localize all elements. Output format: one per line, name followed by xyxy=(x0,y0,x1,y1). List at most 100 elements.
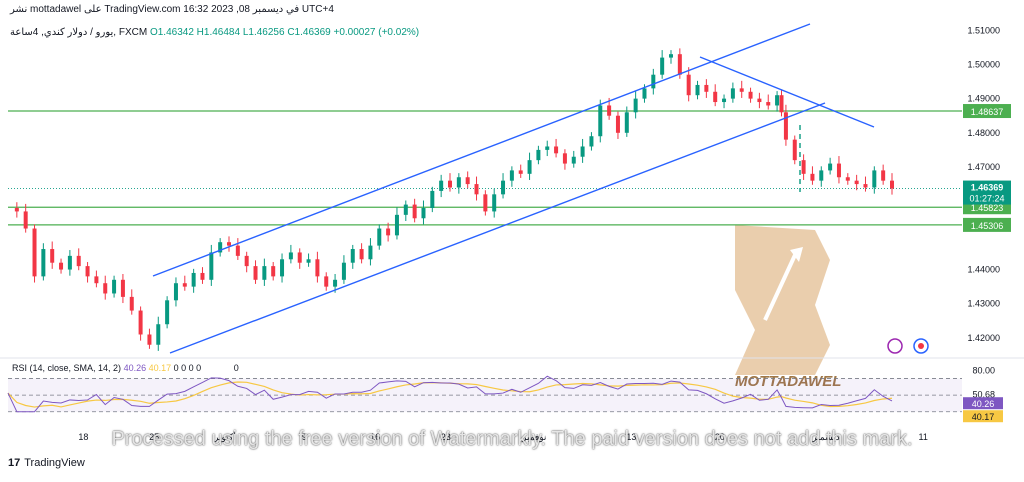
candle-body xyxy=(872,170,877,188)
rsi-tick-label: 80.00 xyxy=(972,365,995,375)
candle-body xyxy=(686,74,691,96)
candle-body xyxy=(509,170,514,181)
time-tick-label: 13 xyxy=(626,432,636,442)
watermark-logo-arrow xyxy=(790,247,803,262)
price-tick-label: 1.50000 xyxy=(967,59,1000,69)
candle-body xyxy=(280,259,285,277)
candle-body xyxy=(315,259,320,277)
ohlc-change: +0.00027 (+0.02%) xyxy=(333,27,420,38)
rsi-header-sma: 40.17 xyxy=(148,363,172,373)
candle-body xyxy=(536,149,541,161)
time-tick-label: نوفمبر xyxy=(521,432,546,443)
rsi-sma-badge: 40.17 xyxy=(972,412,995,422)
price-tick-label: 1.43000 xyxy=(967,299,1000,309)
candle-body xyxy=(32,228,37,277)
candle-body xyxy=(368,245,373,260)
candle-body xyxy=(403,204,408,215)
candle-body xyxy=(14,208,19,212)
candle-body xyxy=(589,136,594,147)
tradingview-logo[interactable]: 17 TradingView xyxy=(8,457,85,469)
ohlc-open: O1.46342 xyxy=(149,27,194,38)
candle-body xyxy=(112,279,117,294)
rsi-line xyxy=(7,375,893,413)
candle-body xyxy=(94,276,99,284)
tradingview-logo-text: TradingView xyxy=(24,457,85,469)
countdown-badge: 01:27:24 xyxy=(969,194,1004,204)
candle-body xyxy=(129,296,134,311)
replay-icon-dot xyxy=(918,343,924,349)
price-tick-label: 1.47000 xyxy=(967,162,1000,172)
level2-badge: 1.45823 xyxy=(971,203,1004,213)
candle-body xyxy=(120,279,125,297)
ohlc-high: H1.46484 xyxy=(196,27,241,38)
watermark-logo-shape xyxy=(735,225,830,375)
price-tick-label: 1.42000 xyxy=(967,333,1000,343)
candle-body xyxy=(67,255,72,270)
candle-body xyxy=(430,190,435,209)
candle-body xyxy=(881,170,886,181)
candle-body xyxy=(779,95,784,113)
candle-body xyxy=(297,252,302,263)
alert-icon xyxy=(887,338,903,354)
candle-body xyxy=(801,160,806,174)
candle-body xyxy=(854,180,859,185)
candle-body xyxy=(138,310,143,335)
candle-body xyxy=(271,266,276,277)
time-tick-label: أكتوبر xyxy=(213,430,236,443)
candle-body xyxy=(598,105,603,137)
candle-body xyxy=(571,156,576,164)
candle-body xyxy=(421,208,426,219)
candle-body xyxy=(748,91,753,99)
time-tick-label: 23 xyxy=(441,432,451,442)
candle-body xyxy=(845,177,850,181)
candle-body xyxy=(218,242,223,253)
candle-body xyxy=(775,95,780,106)
price-tick-label: 1.49000 xyxy=(967,94,1000,104)
candle-body xyxy=(642,88,647,99)
candle-body xyxy=(828,163,833,171)
time-tick-label: 20 xyxy=(715,432,725,442)
candle-body xyxy=(492,194,497,212)
candle-body xyxy=(253,266,258,280)
time-tick-label: 11 xyxy=(918,432,927,442)
candle-body xyxy=(527,160,532,174)
candle-body xyxy=(739,88,744,92)
candle-body xyxy=(50,249,55,263)
candle-body xyxy=(669,54,673,58)
candle-body xyxy=(757,98,762,103)
candle-body xyxy=(377,228,382,246)
candle-body xyxy=(333,279,338,287)
candle-body xyxy=(562,153,567,164)
candle-body xyxy=(85,266,90,277)
last-price-badge-bg xyxy=(963,180,1011,205)
level3-badge: 1.45306 xyxy=(971,221,1004,231)
rsi-label[interactable]: RSI (14, close, SMA, 14, 2) xyxy=(12,363,122,373)
candle-body xyxy=(209,252,214,280)
symbol-label[interactable]: يورو / دولار كندي, 4ساعة, FXCM xyxy=(10,27,148,38)
candle-body xyxy=(465,177,470,185)
candle-body xyxy=(615,115,620,133)
candle-body xyxy=(677,54,682,75)
candle-body xyxy=(173,283,178,301)
rsi-header-extra2: 0 xyxy=(233,363,239,373)
candle-body xyxy=(501,180,506,195)
candle-body xyxy=(474,184,479,195)
watermark-brand-text: MOTTADAWEL xyxy=(735,373,841,390)
candle-body xyxy=(244,255,249,267)
candle-body xyxy=(704,84,709,92)
last-price-badge: 1.46369 xyxy=(971,183,1004,193)
rsi-tick-label: 50.68 xyxy=(972,390,995,400)
candle-body xyxy=(766,102,771,106)
time-tick-label: ديسمبر xyxy=(811,432,839,443)
time-tick-label: 25 xyxy=(149,432,159,442)
candle-body xyxy=(386,228,391,236)
candle-body xyxy=(262,266,267,280)
candle-body xyxy=(448,180,452,188)
candle-body xyxy=(545,146,550,150)
candle-body xyxy=(624,112,629,133)
channel-upper-line xyxy=(152,23,811,277)
candle-body xyxy=(713,91,718,103)
rsi-sma-badge-bg xyxy=(963,410,1003,423)
candle-body xyxy=(890,180,894,189)
